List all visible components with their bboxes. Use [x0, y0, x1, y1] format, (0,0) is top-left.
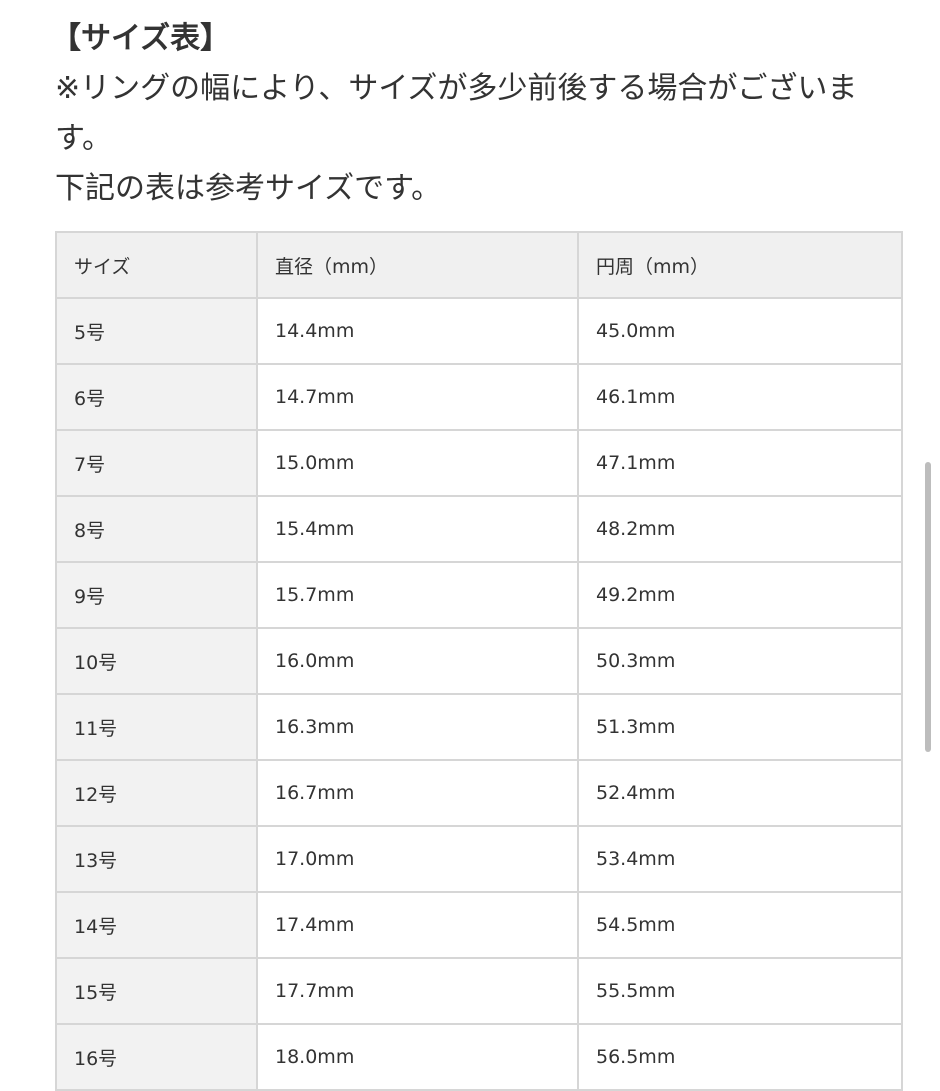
cell-circumference: 54.5mm [577, 891, 903, 959]
cell-circumference: 48.2mm [577, 495, 903, 563]
cell-size: 13号 [55, 825, 258, 893]
cell-size: 16号 [55, 1023, 258, 1091]
cell-diameter: 17.7mm [256, 957, 579, 1025]
header-diameter: 直径（mm） [256, 231, 579, 299]
cell-diameter: 16.0mm [256, 627, 579, 695]
cell-size: 11号 [55, 693, 258, 761]
table-row: 15号 17.7mm 55.5mm [55, 957, 903, 1025]
cell-diameter: 15.4mm [256, 495, 579, 563]
header-circumference: 円周（mm） [577, 231, 903, 299]
cell-circumference: 47.1mm [577, 429, 903, 497]
cell-size: 10号 [55, 627, 258, 695]
cell-circumference: 53.4mm [577, 825, 903, 893]
size-table: サイズ 直径（mm） 円周（mm） 5号 14.4mm 45.0mm 6号 14.7mm… [55, 231, 903, 1091]
cell-circumference: 51.3mm [577, 693, 903, 761]
intro-text: 【サイズ表】 ※リングの幅により、サイズが多少前後する場合がございます。 下記の… [51, 14, 905, 214]
cell-diameter: 14.7mm [256, 363, 579, 431]
table-row: 12号 16.7mm 52.4mm [55, 759, 903, 827]
table-row: 5号 14.4mm 45.0mm [55, 297, 903, 365]
cell-circumference: 45.0mm [577, 297, 903, 365]
table-header-row: サイズ 直径（mm） 円周（mm） [55, 231, 903, 299]
cell-circumference: 56.5mm [577, 1023, 903, 1091]
table-row: 14号 17.4mm 54.5mm [55, 891, 903, 959]
reference-note: 下記の表は参考サイズです。 [55, 171, 442, 206]
cell-size: 15号 [55, 957, 258, 1025]
cell-size: 7号 [55, 429, 258, 497]
cell-size: 5号 [55, 297, 258, 365]
cell-size: 14号 [55, 891, 258, 959]
width-note: ※リングの幅により、サイズが多少前後する場合がございます。 [55, 71, 858, 156]
cell-size: 12号 [55, 759, 258, 827]
table-row: 16号 18.0mm 56.5mm [55, 1023, 903, 1091]
section-title: 【サイズ表】 [51, 21, 231, 56]
cell-size: 9号 [55, 561, 258, 629]
table-row: 11号 16.3mm 51.3mm [55, 693, 903, 761]
cell-size: 8号 [55, 495, 258, 563]
cell-circumference: 46.1mm [577, 363, 903, 431]
cell-size: 6号 [55, 363, 258, 431]
cell-circumference: 52.4mm [577, 759, 903, 827]
cell-circumference: 55.5mm [577, 957, 903, 1025]
header-size: サイズ [55, 231, 258, 299]
table-row: 9号 15.7mm 49.2mm [55, 561, 903, 629]
table-row: 13号 17.0mm 53.4mm [55, 825, 903, 893]
cell-diameter: 15.7mm [256, 561, 579, 629]
scrollbar[interactable] [925, 462, 931, 752]
cell-diameter: 16.7mm [256, 759, 579, 827]
cell-diameter: 18.0mm [256, 1023, 579, 1091]
cell-diameter: 15.0mm [256, 429, 579, 497]
table-row: 6号 14.7mm 46.1mm [55, 363, 903, 431]
cell-circumference: 50.3mm [577, 627, 903, 695]
cell-diameter: 17.0mm [256, 825, 579, 893]
table-row: 10号 16.0mm 50.3mm [55, 627, 903, 695]
cell-diameter: 16.3mm [256, 693, 579, 761]
table-row: 8号 15.4mm 48.2mm [55, 495, 903, 563]
cell-circumference: 49.2mm [577, 561, 903, 629]
cell-diameter: 17.4mm [256, 891, 579, 959]
table-row: 7号 15.0mm 47.1mm [55, 429, 903, 497]
cell-diameter: 14.4mm [256, 297, 579, 365]
